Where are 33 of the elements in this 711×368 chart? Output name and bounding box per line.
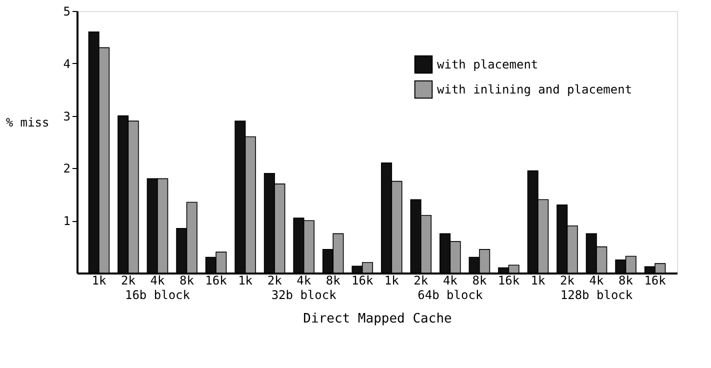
text: 128b block	[560, 288, 634, 302]
x-tick-label: 2k	[414, 274, 429, 288]
x-tick-label: 16k	[205, 274, 228, 288]
x-tick-label: 4k	[442, 274, 458, 288]
x-tick-label: 8k	[180, 274, 195, 288]
x-tick-label: 1k	[238, 274, 254, 288]
x-tick-label: 4k	[150, 274, 166, 288]
y-tick-label: 2	[63, 162, 70, 176]
x-tick-label: 4k	[296, 274, 312, 288]
text: 64b block	[418, 288, 484, 302]
x-tick-label: 16k	[644, 274, 667, 288]
legend-label: with inlining and placement	[437, 82, 632, 96]
legend-label: with placement	[437, 58, 538, 72]
x-tick-label: 2k	[120, 274, 136, 288]
x-axis-title: Direct Mapped Cache	[303, 312, 452, 326]
x-tick-label: 8k	[326, 274, 342, 288]
y-tick-label: 5	[63, 4, 70, 18]
x-tick-label: 2k	[560, 274, 576, 288]
x-tick-label: 16k	[498, 274, 520, 288]
x-tick-label: 1k	[92, 274, 107, 288]
x-tick-label: 4k	[589, 274, 605, 288]
x-tick-label: 1k	[530, 274, 546, 288]
text: 32b block	[271, 288, 338, 302]
x-tick-label: 2k	[267, 274, 283, 288]
y-tick-label: 3	[63, 109, 70, 124]
y-axis-title: % miss	[6, 115, 50, 130]
text: 16b block	[124, 288, 191, 302]
x-tick-label: 16k	[352, 274, 374, 288]
y-tick-label: 4	[63, 56, 70, 71]
x-tick-label: 1k	[384, 274, 400, 288]
x-tick-label: 8k	[618, 274, 634, 288]
y-tick-label: 1	[63, 214, 70, 228]
x-tick-label: 8k	[472, 274, 488, 288]
